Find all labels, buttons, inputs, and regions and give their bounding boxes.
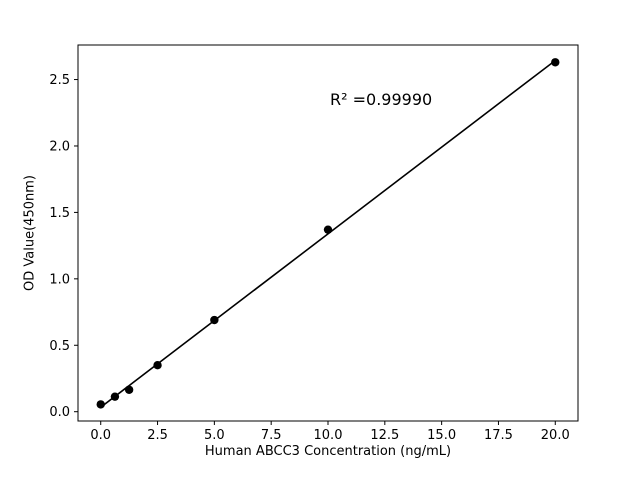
y-tick-label: 0.5 — [49, 339, 70, 354]
r-squared-annotation: R² =0.99990 — [330, 90, 433, 109]
y-tick-label: 1.5 — [49, 206, 70, 221]
x-tick-label: 7.5 — [261, 428, 282, 443]
y-tick-label: 1.0 — [49, 272, 70, 287]
data-point — [323, 225, 333, 234]
x-tick-label: 10.0 — [314, 428, 343, 443]
x-tick-label: 2.5 — [147, 428, 168, 443]
x-axis-label: Human ABCC3 Concentration (ng/mL) — [204, 444, 452, 459]
x-tick-label: 17.5 — [484, 428, 513, 443]
data-point — [124, 385, 134, 394]
x-tick-label: 0.0 — [90, 428, 111, 443]
x-tick-label: 20.0 — [541, 428, 570, 443]
y-axis-label: OD Value(450nm) — [22, 175, 38, 291]
data-point — [110, 392, 120, 401]
x-tick-label: 15.0 — [427, 428, 456, 443]
data-point — [96, 400, 105, 409]
data-point — [153, 360, 162, 370]
x-tick-label: 12.5 — [370, 428, 399, 443]
y-tick-label: 0.0 — [49, 405, 70, 420]
y-tick-label: 2.5 — [49, 73, 70, 88]
data-point — [210, 315, 219, 325]
y-tick-label: 2.0 — [49, 140, 70, 155]
x-tick-label: 5.0 — [204, 428, 225, 443]
data-point — [551, 58, 560, 67]
